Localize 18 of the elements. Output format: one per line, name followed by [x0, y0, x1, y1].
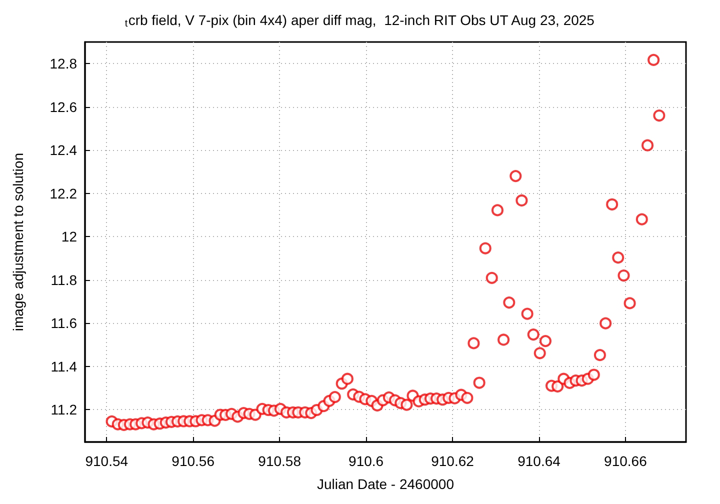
x-tick-label: 910.62	[431, 453, 474, 469]
y-tick-label: 12.6	[50, 98, 78, 115]
x-tick-label: 910.58	[258, 453, 302, 469]
x-tick-label: 910.66	[604, 453, 648, 469]
x-tick-label: 910.64	[518, 453, 561, 469]
y-tick-label: 12.4	[50, 142, 78, 158]
x-tick-label: 910.56	[172, 453, 215, 469]
x-axis-title: Julian Date - 2460000	[317, 476, 454, 492]
y-tick-label: 11.6	[50, 315, 78, 332]
y-tick-label: 11.8	[50, 272, 78, 288]
y-tick-label: 12.8	[50, 56, 78, 72]
y-tick-label: 12.2	[50, 185, 78, 202]
y-tick-label: 11.4	[50, 358, 78, 374]
y-tick-label: 12	[61, 228, 78, 245]
y-tick-label: 11.2	[50, 402, 78, 418]
y-axis-title: image adjustment to solution	[10, 152, 26, 332]
x-tick-label: 910.6	[348, 453, 384, 469]
x-tick-label: 910.54	[85, 453, 128, 469]
